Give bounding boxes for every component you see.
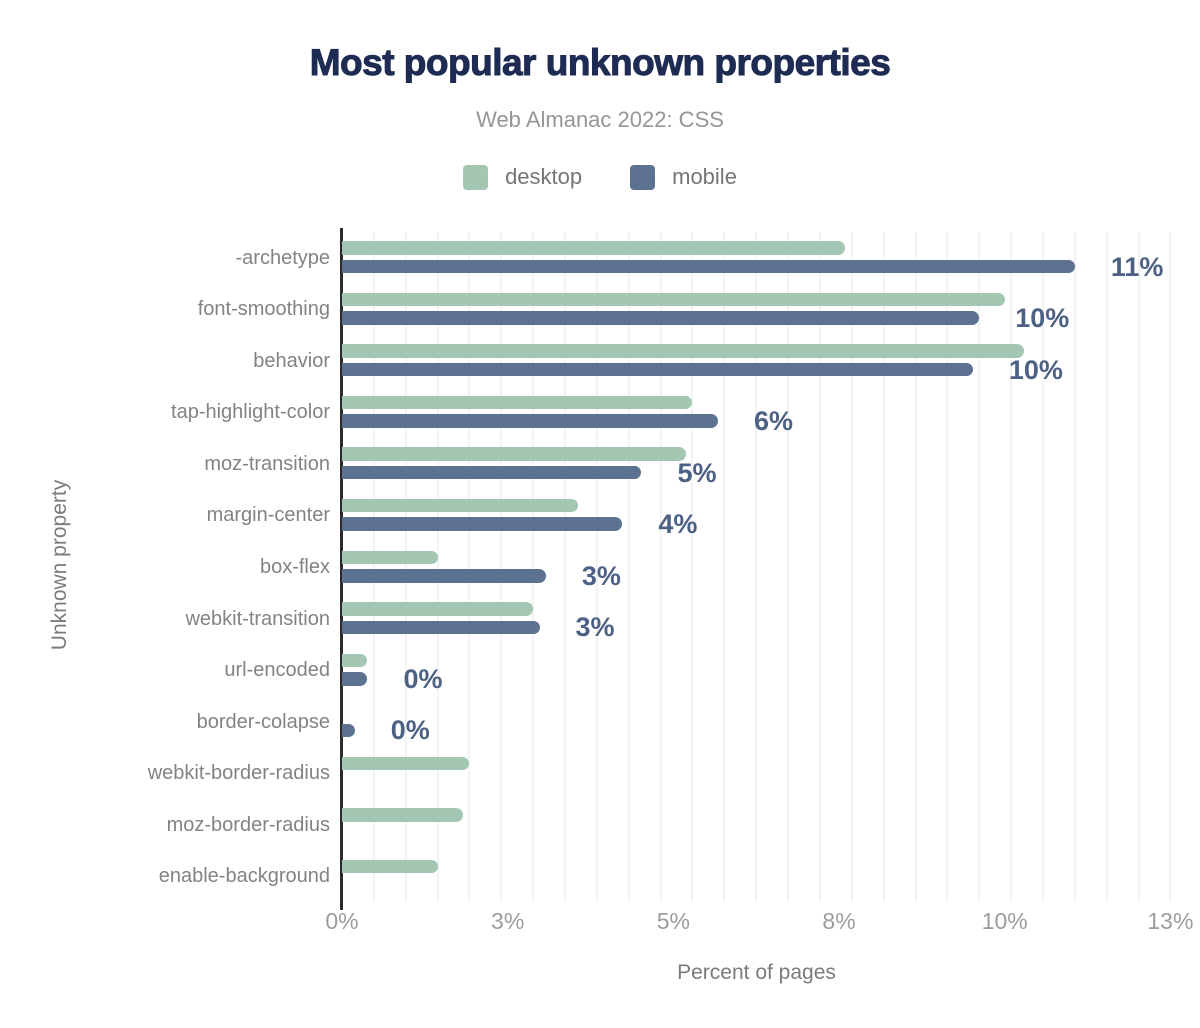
category-label: behavior — [253, 349, 330, 372]
gridline — [850, 232, 853, 902]
legend-label: mobile — [672, 164, 737, 189]
gridline — [755, 232, 758, 902]
bar-mobile — [342, 311, 980, 325]
category-label: webkit-border-radius — [147, 762, 330, 785]
bar-desktop — [342, 653, 368, 668]
gridline — [723, 232, 726, 902]
category-label: webkit-transition — [185, 607, 330, 630]
gridline — [1010, 232, 1013, 902]
gridline — [882, 232, 885, 902]
category-label: font-smoothing — [197, 298, 330, 321]
value-label: 10% — [1008, 354, 1063, 385]
bar-desktop — [342, 292, 1005, 307]
value-label: 6% — [753, 406, 793, 437]
bar-mobile — [342, 723, 355, 738]
bar-desktop — [342, 859, 438, 874]
value-label: 4% — [658, 509, 698, 540]
gridline — [946, 232, 949, 902]
gridline — [659, 232, 662, 902]
y-axis-line — [340, 228, 343, 910]
x-axis-title: Percent of pages — [677, 961, 836, 984]
gridline — [1041, 232, 1044, 902]
bar-mobile — [342, 465, 642, 480]
chart-subtitle: Web Almanac 2022: CSS — [476, 107, 724, 132]
bar-mobile — [342, 517, 623, 531]
bar-mobile — [342, 569, 546, 583]
value-label: 3% — [581, 560, 621, 591]
gridline — [787, 232, 790, 902]
gridline — [532, 232, 535, 902]
gridline — [500, 232, 503, 902]
gridline — [627, 232, 630, 902]
x-tick-label: 5% — [656, 908, 690, 934]
gridline — [468, 232, 471, 902]
gridline — [404, 232, 407, 902]
category-label: enable-background — [158, 865, 330, 888]
category-label: margin-center — [206, 504, 330, 527]
gridline — [1105, 232, 1108, 902]
gridline — [436, 232, 439, 902]
desktop-swatch-icon — [463, 164, 489, 190]
bar-desktop — [342, 498, 578, 513]
bar-desktop — [342, 344, 1024, 358]
bar-desktop — [342, 602, 534, 616]
gridline — [1073, 232, 1076, 902]
value-label: 0% — [403, 663, 443, 694]
bar-desktop — [342, 808, 464, 822]
bar-mobile — [342, 672, 368, 686]
gridline — [1137, 232, 1140, 902]
value-label: 0% — [390, 715, 430, 746]
legend-item-mobile: mobile — [630, 164, 737, 190]
bar-desktop — [342, 241, 846, 255]
x-tick-label: 8% — [822, 908, 856, 934]
gridline — [691, 232, 694, 902]
value-label: 10% — [1015, 303, 1070, 334]
category-label: moz-transition — [204, 452, 330, 475]
legend: desktop mobile — [0, 164, 1200, 190]
gridline — [978, 232, 981, 902]
x-tick-label: 13% — [1147, 908, 1194, 934]
bar-desktop — [342, 395, 693, 410]
category-label: -archetype — [235, 246, 331, 269]
category-label: border-colapse — [196, 710, 330, 733]
legend-label: desktop — [505, 164, 583, 189]
chart-title: Most popular unknown properties — [309, 42, 891, 84]
bar-desktop — [342, 550, 438, 564]
mobile-swatch-icon — [630, 164, 656, 190]
x-tick-label: 10% — [981, 908, 1028, 934]
gridline — [564, 232, 567, 902]
bar-mobile — [342, 414, 718, 428]
x-tick-label: 3% — [491, 908, 525, 934]
gridline — [818, 232, 821, 902]
legend-item-desktop: desktop — [463, 164, 582, 190]
value-label: 5% — [677, 457, 717, 488]
category-label: moz-border-radius — [166, 813, 330, 836]
gridline — [372, 232, 375, 902]
category-label: tap-highlight-color — [171, 401, 330, 424]
gridline — [914, 232, 917, 902]
bar-mobile — [342, 362, 973, 377]
category-label: box-flex — [259, 556, 330, 578]
bar-mobile — [342, 259, 1075, 274]
bar-desktop — [342, 447, 687, 461]
x-tick-label: 0% — [325, 908, 359, 934]
bar-desktop — [342, 756, 470, 771]
gridline — [1169, 232, 1172, 902]
bar-mobile — [342, 620, 540, 635]
y-axis-title: Unknown property — [48, 479, 71, 651]
gridline — [595, 232, 598, 902]
value-label: 3% — [575, 612, 615, 643]
value-label: 11% — [1110, 251, 1164, 282]
category-label: url-encoded — [224, 659, 330, 682]
